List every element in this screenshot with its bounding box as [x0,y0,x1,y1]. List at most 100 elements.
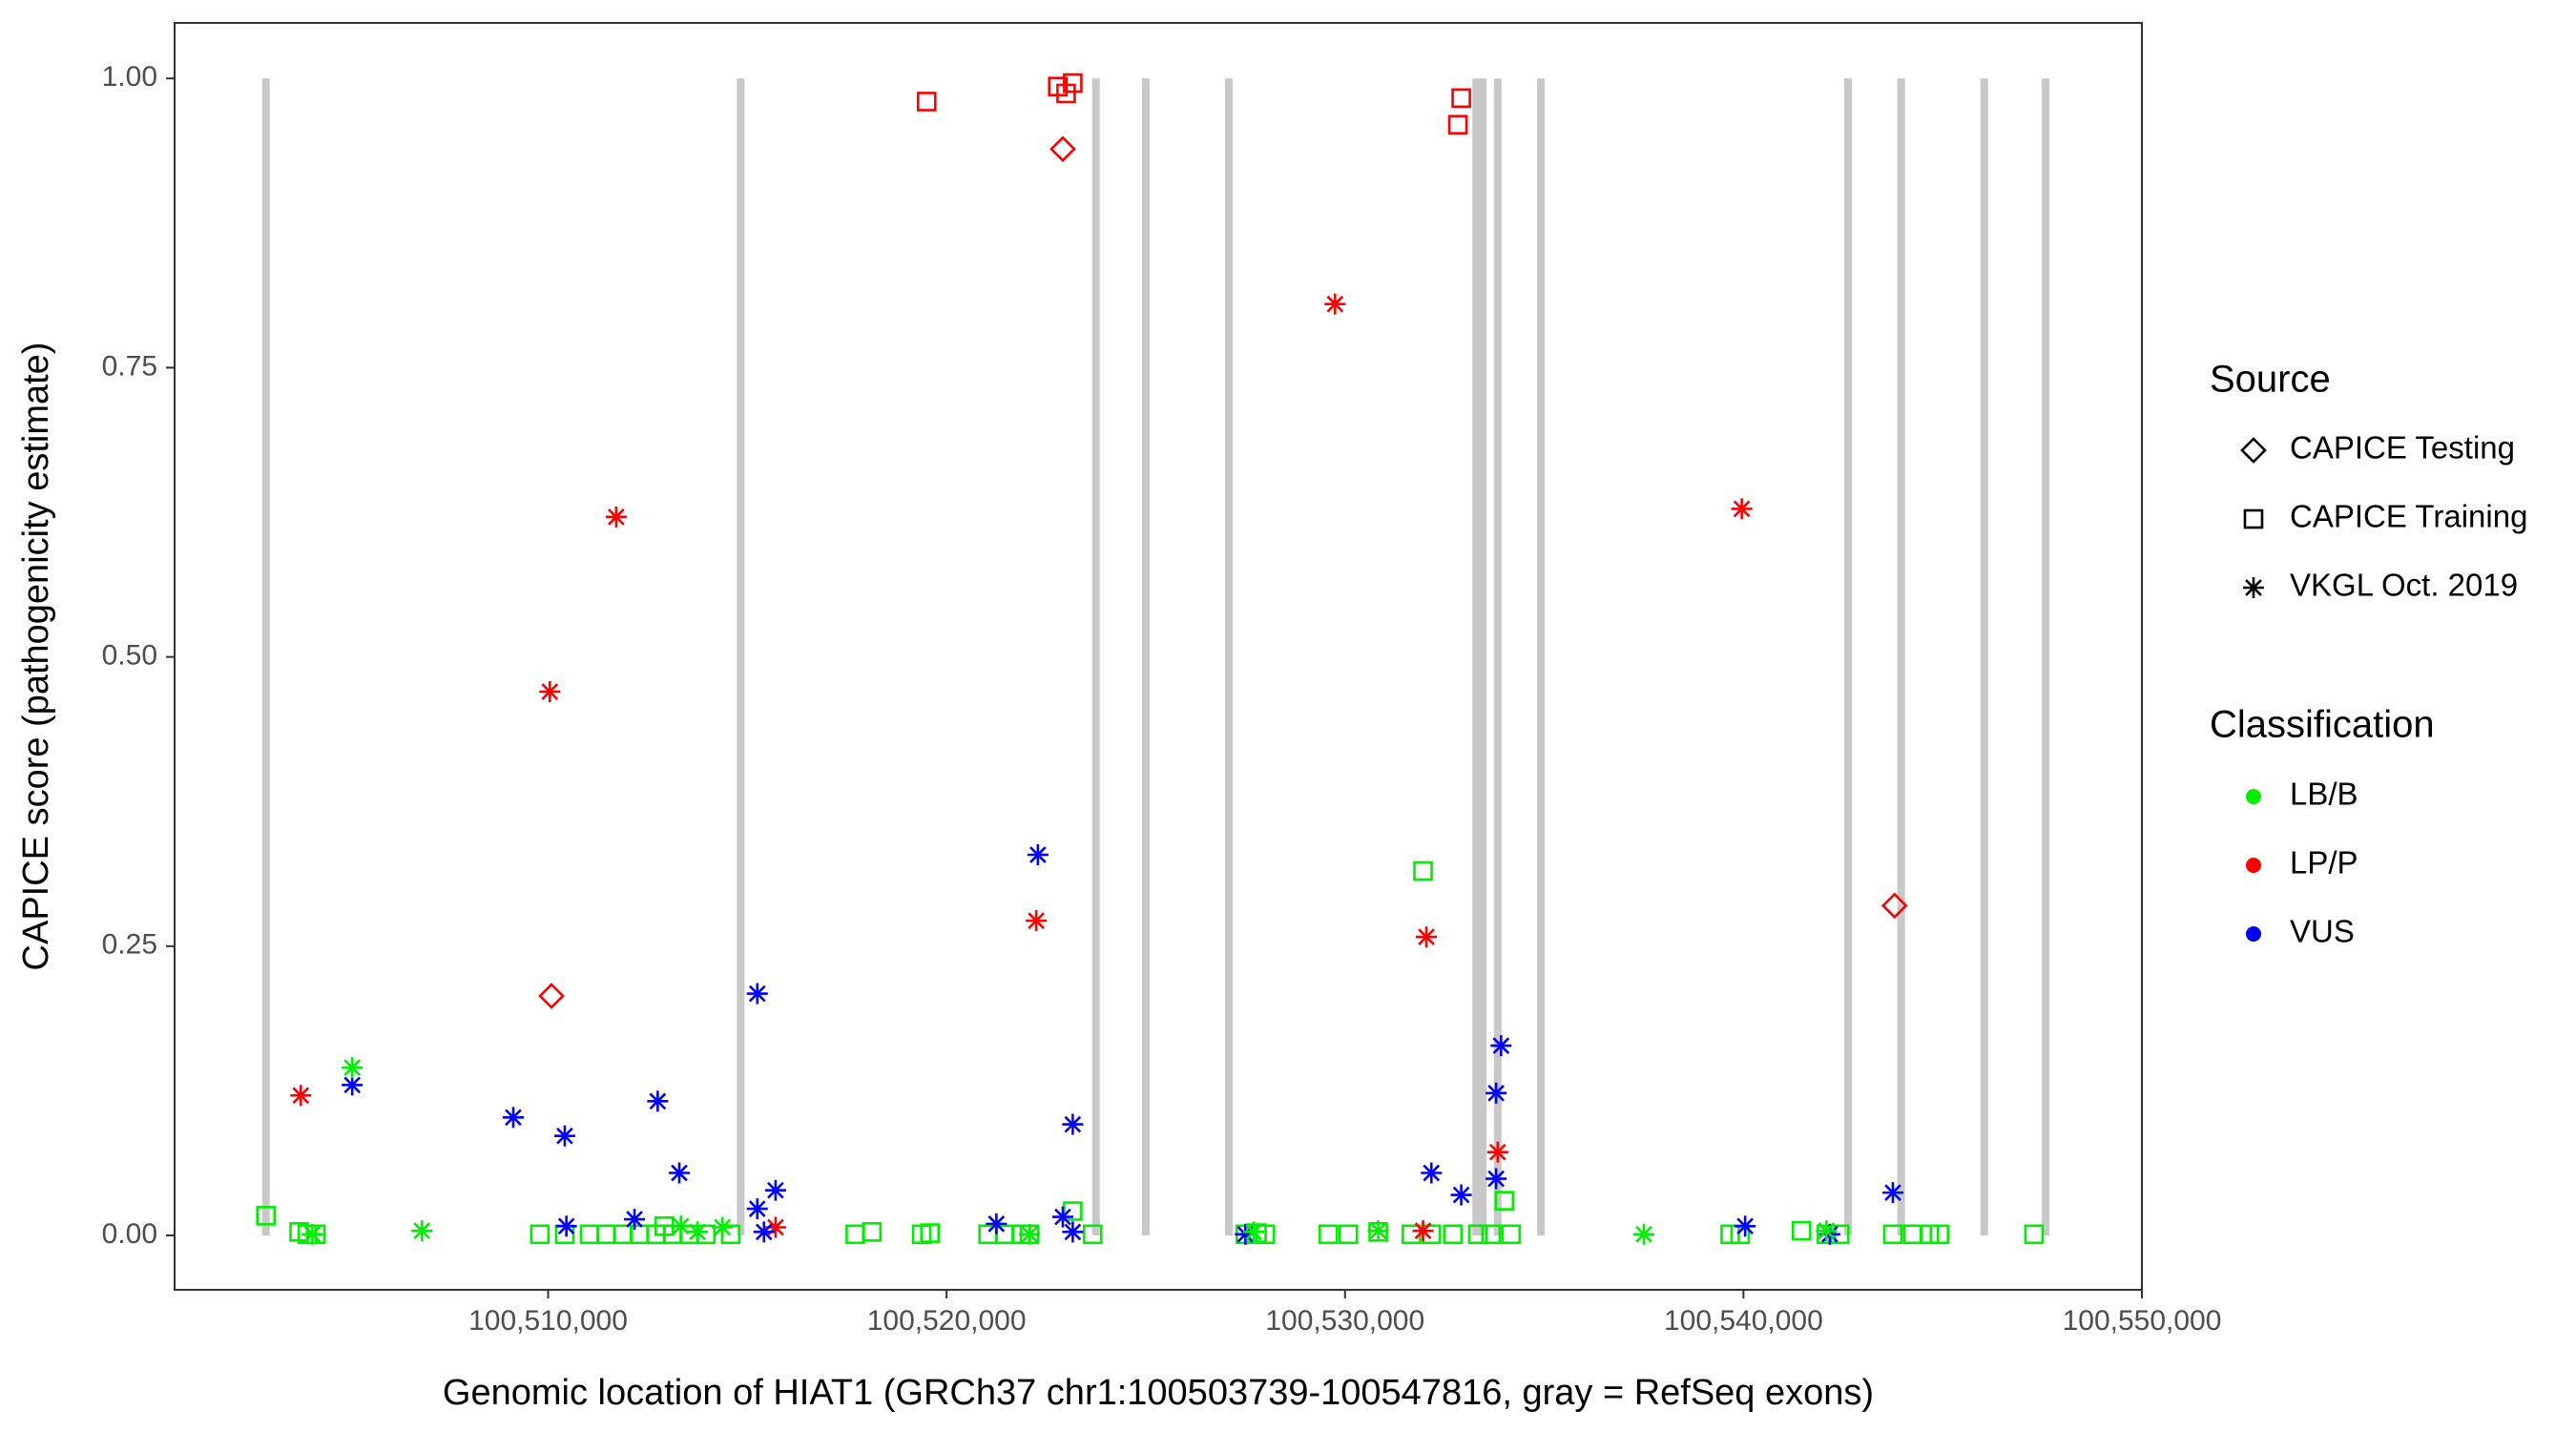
marker [994,1224,1015,1245]
exon [261,78,270,1235]
marker [579,1224,600,1245]
marker [411,1220,433,1242]
marker [1485,1168,1507,1190]
marker [1056,83,1076,104]
y-axis-title: CAPICE score (pathogenicity estimate) [16,342,56,971]
marker [2240,437,2267,464]
asterisk-stroke [556,1127,573,1145]
marker [1019,1223,1041,1245]
marker [1324,293,1346,315]
legend-title: Classification [2210,704,2435,746]
asterisk-stroke [608,508,625,526]
square [530,1224,551,1245]
asterisk-stroke [1818,1222,1836,1239]
marker [920,1223,941,1243]
y-tick-label: 0.75 [102,350,157,382]
marker [553,1125,575,1147]
square [1467,1224,1488,1245]
square [1082,1224,1103,1245]
square [916,92,937,112]
square [596,1224,616,1245]
asterisk-stroke [1635,1225,1652,1243]
legend-title: Source [2210,359,2331,401]
square [1319,1224,1339,1245]
marker [1486,1141,1508,1163]
exon [737,78,745,1235]
marker [1049,135,1076,163]
marker [1062,1113,1084,1135]
square [1501,1224,1522,1245]
exon [1091,78,1100,1235]
asterisk-stroke [987,1215,1006,1233]
marker [1494,1191,1515,1211]
asterisk-stroke [303,1225,322,1243]
marker [687,1221,709,1243]
marker [555,1215,577,1237]
asterisk-stroke [748,1200,766,1217]
asterisk-stroke [343,1059,362,1076]
marker [670,1215,692,1237]
marker [986,1213,1008,1234]
asterisk-stroke [1064,1223,1082,1241]
marker [1367,1220,1389,1242]
marker [1319,1224,1339,1245]
asterisk-stroke [343,1076,362,1094]
asterisk-stroke [1452,1186,1470,1204]
square [1413,861,1433,881]
exon [1479,78,1487,1235]
square [2243,508,2264,529]
square [1443,1224,1464,1245]
marker [1027,843,1049,865]
asterisk-stroke [755,1223,773,1241]
x-tick-label: 100,540,000 [1664,1305,1823,1337]
square [1919,1224,1940,1245]
marker [1485,1082,1507,1104]
marker [2243,508,2264,529]
square [994,1224,1015,1245]
legend-swatch [2246,858,2261,873]
marker [1632,1223,1654,1245]
asterisk-stroke [1488,1143,1506,1161]
marker [1421,1162,1443,1184]
marker [1791,1220,1812,1241]
legend-label: CAPICE Training [2290,499,2527,534]
square [1402,1224,1422,1245]
square [1056,83,1076,104]
asterisk-stroke [1021,1225,1038,1243]
asterisk-stroke [1245,1223,1262,1241]
marker [2243,577,2264,598]
exon [1980,78,1988,1235]
marker [1882,1224,1903,1245]
square [2024,1224,2045,1245]
marker [712,1216,734,1238]
asterisk-stroke [2245,579,2262,596]
marker [1481,1224,1502,1245]
asterisk-stroke [689,1223,706,1241]
asterisk-stroke [767,1181,784,1199]
x-tick-label: 100,520,000 [867,1305,1027,1337]
legend-label: LB/B [2290,777,2358,812]
square [1451,88,1471,109]
marker [1490,1035,1512,1057]
marker [916,92,937,112]
marker [613,1224,634,1245]
asterisk-stroke [1492,1037,1510,1054]
asterisk-stroke [1733,500,1751,518]
exon [1141,78,1150,1235]
asterisk-stroke [1414,1222,1432,1239]
asterisk-stroke [1054,1208,1071,1226]
asterisk-stroke [292,1087,310,1105]
x-tick-label: 100,510,000 [468,1305,628,1337]
marker [1026,910,1048,932]
diamond [1049,135,1076,163]
marker [1338,1224,1359,1245]
asterisk-stroke [1487,1084,1505,1102]
square [862,1222,883,1242]
marker [647,1090,669,1112]
exon [1844,78,1853,1235]
marker [1881,1182,1903,1204]
marker [502,1107,524,1129]
marker [1451,88,1471,109]
marker [1731,498,1753,520]
legend-label: LP/P [2290,845,2358,881]
